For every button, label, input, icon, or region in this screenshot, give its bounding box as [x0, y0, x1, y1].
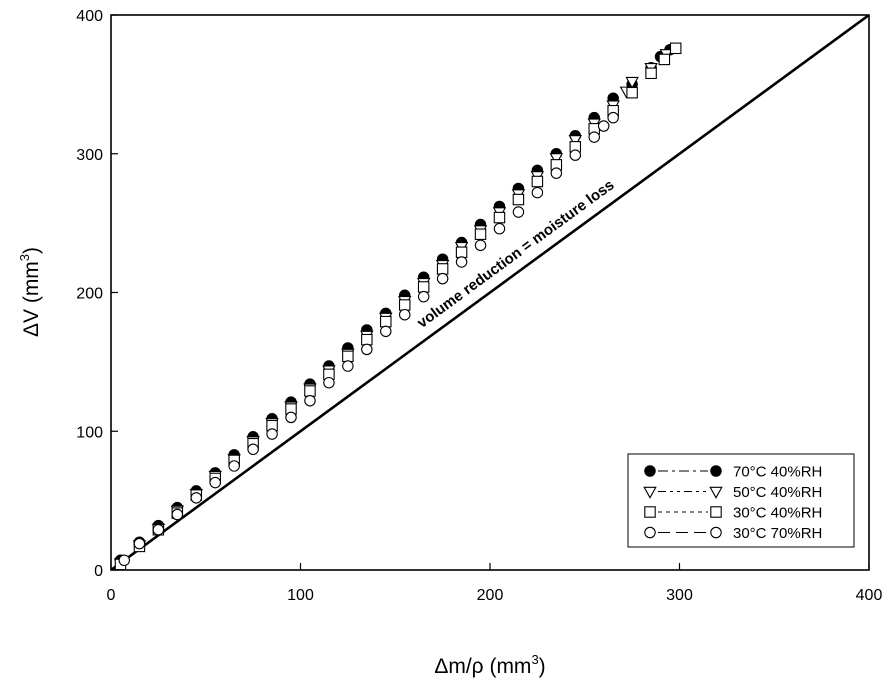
- legend-marker: [710, 526, 722, 539]
- x-axis-label: Δm/ρ (mm3): [434, 652, 545, 678]
- legend-label: 50°C 40%RH: [733, 484, 822, 501]
- data-point: [228, 460, 240, 472]
- x-tick-label: 0: [107, 587, 116, 604]
- x-tick-label: 400: [856, 587, 883, 604]
- legend-marker: [710, 506, 722, 518]
- data-point: [588, 131, 600, 143]
- data-point: [285, 411, 297, 424]
- data-point: [342, 350, 354, 363]
- data-point: [133, 537, 146, 550]
- y-tick-label: 300: [76, 147, 103, 164]
- data-point: [493, 222, 506, 235]
- data-point: [474, 239, 487, 252]
- legend-marker: [643, 486, 657, 499]
- data-point: [304, 385, 316, 397]
- data-point: [209, 476, 221, 489]
- data-point: [474, 228, 487, 240]
- legend-marker: [710, 465, 722, 477]
- data-point: [323, 376, 335, 389]
- data-point: [342, 360, 354, 372]
- data-point: [626, 86, 638, 99]
- legend-entry: 70°C 40%RH: [644, 464, 822, 481]
- legend-box: [627, 453, 855, 548]
- data-point: [190, 492, 203, 504]
- data-point: [398, 299, 411, 311]
- data-point: [417, 281, 430, 293]
- y-tick-label: 200: [76, 286, 103, 303]
- data-point: [607, 111, 619, 124]
- data-point: [304, 394, 316, 407]
- y-axis-label: ΔV (mm3): [17, 247, 43, 337]
- legend-label: 30°C 40%RH: [733, 505, 822, 522]
- data-point: [550, 167, 563, 179]
- series-4: [118, 111, 619, 567]
- x-tick-label: 200: [477, 587, 504, 604]
- legend-marker: [644, 526, 656, 539]
- y-tick-label: 100: [76, 424, 103, 441]
- data-point: [531, 186, 544, 199]
- data-point: [152, 524, 165, 536]
- data-point: [455, 256, 468, 268]
- legend-marker: [644, 506, 656, 518]
- x-tick-label: 100: [287, 587, 314, 604]
- legend-label: 70°C 40%RH: [733, 464, 822, 481]
- reference-line: [111, 15, 869, 570]
- data-point: [512, 206, 525, 218]
- data-point: [569, 149, 582, 161]
- data-point: [436, 272, 449, 285]
- data-point: [436, 263, 449, 275]
- x-tick-label: 300: [666, 587, 693, 604]
- data-point: [625, 76, 639, 89]
- y-tick-label: 0: [94, 563, 103, 580]
- data-point: [455, 246, 468, 259]
- legend-marker: [709, 486, 723, 499]
- data-point: [531, 175, 544, 188]
- legend-label: 30°C 70%RH: [733, 525, 822, 542]
- data-point: [669, 42, 682, 55]
- data-point: [266, 428, 278, 440]
- data-point: [380, 325, 392, 338]
- data-point: [597, 120, 610, 132]
- data-point: [247, 443, 259, 456]
- data-point: [380, 315, 392, 328]
- data-point: [568, 135, 583, 148]
- data-point: [493, 211, 506, 224]
- data-point: [549, 153, 564, 166]
- data-point: [398, 308, 411, 321]
- data-point: [361, 333, 373, 346]
- data-point: [512, 193, 525, 206]
- legend-entry: 30°C 70%RH: [644, 525, 822, 542]
- data-point: [645, 67, 657, 80]
- data-point: [118, 554, 131, 567]
- y-tick-label: 400: [76, 8, 103, 25]
- data-point: [658, 53, 671, 66]
- data-point: [171, 508, 184, 521]
- legend-marker: [644, 465, 656, 477]
- legend-entry: 30°C 40%RH: [644, 505, 822, 522]
- data-point: [361, 343, 373, 356]
- legend: 70°C 40%RH 50°C 40%RH 30°C 40%RH 30°C 70%RH: [627, 453, 855, 548]
- legend-entry: 50°C 40%RH: [643, 484, 822, 501]
- data-point: [417, 290, 430, 303]
